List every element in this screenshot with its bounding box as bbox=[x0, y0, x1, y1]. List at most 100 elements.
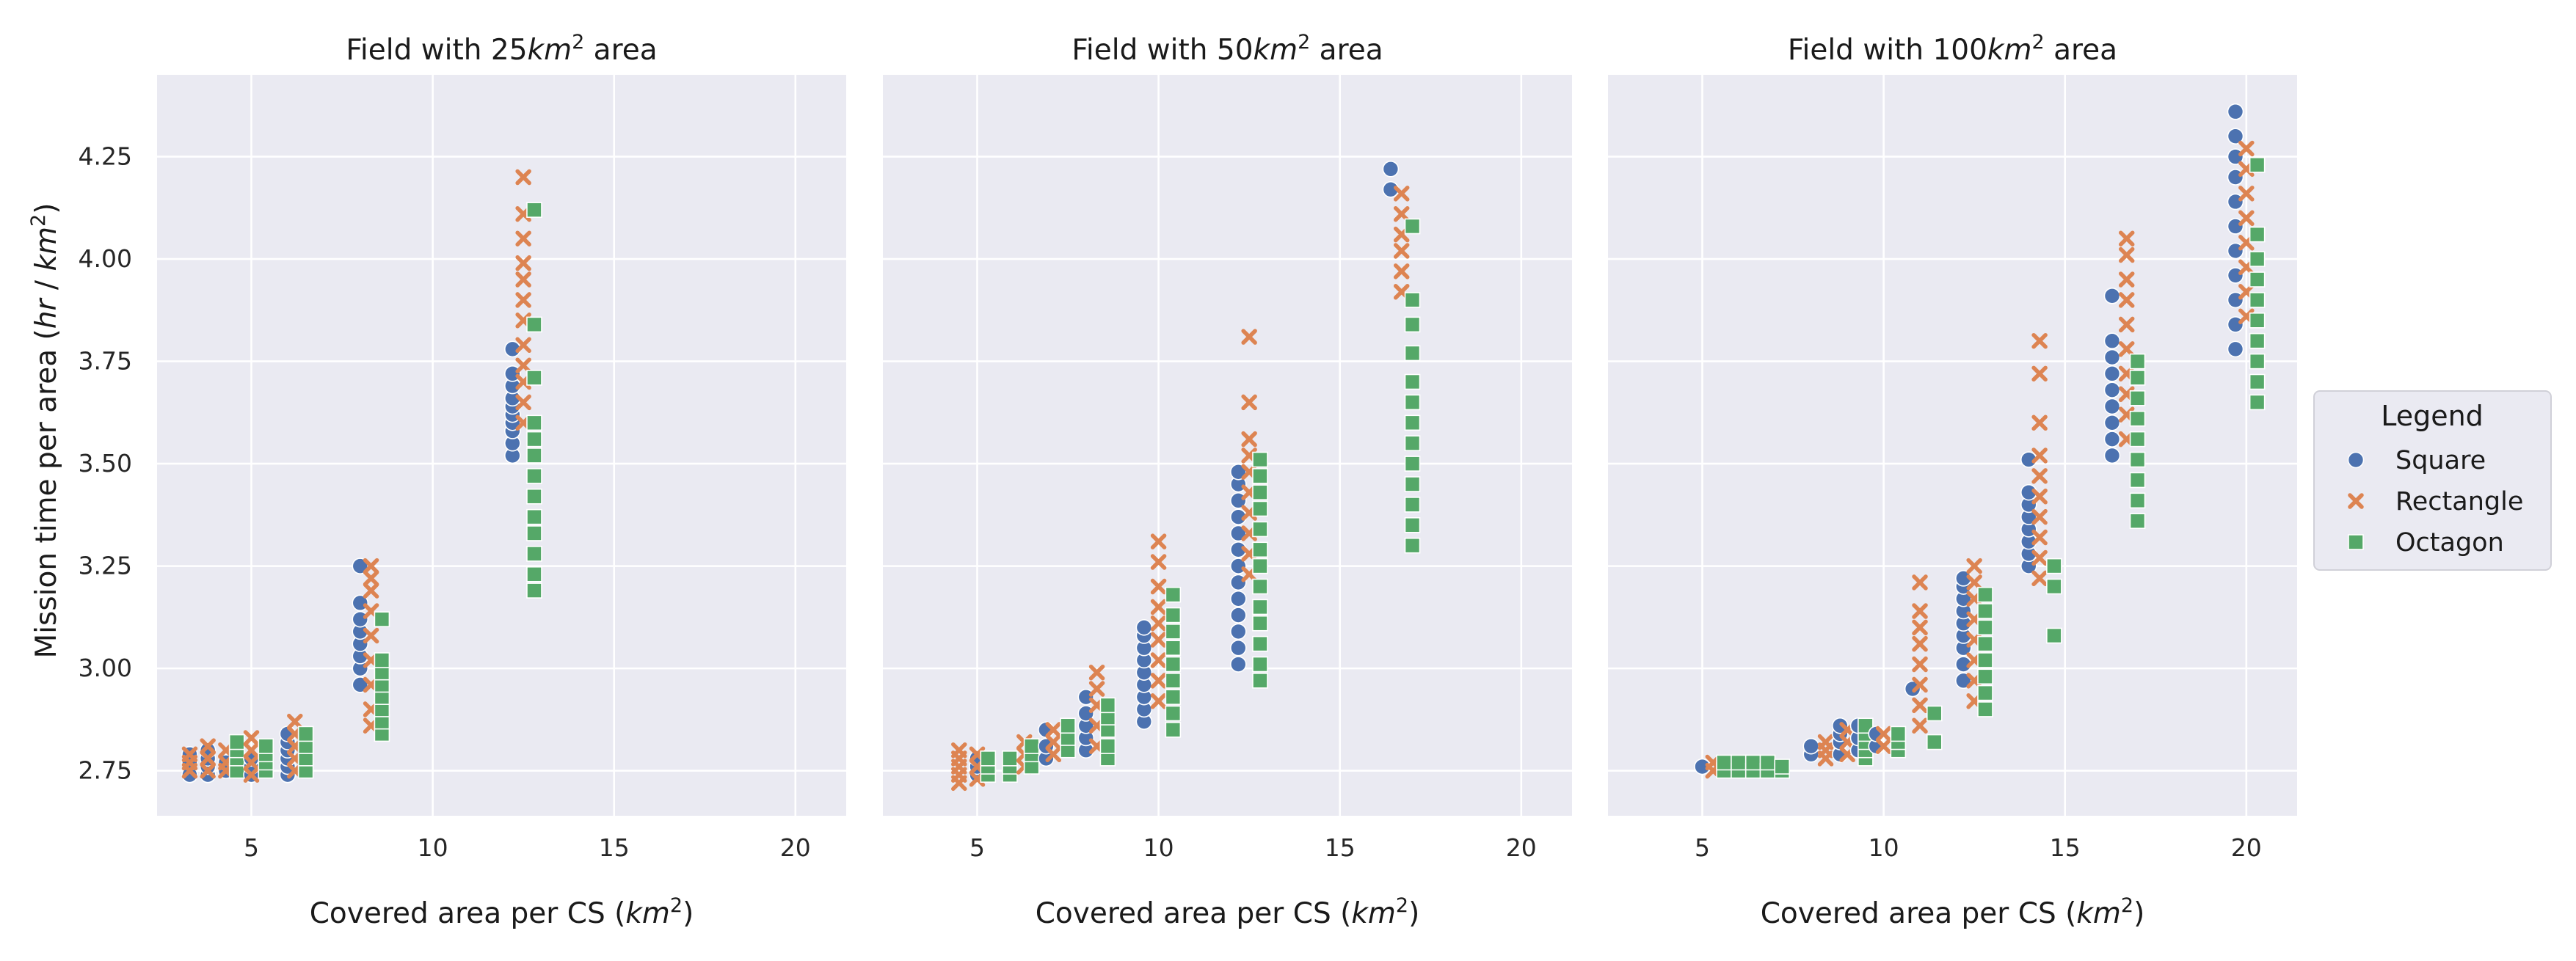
data-point-octagon bbox=[1759, 754, 1776, 771]
data-point-rectangle bbox=[1912, 635, 1928, 652]
data-point-rectangle bbox=[1150, 693, 1167, 709]
legend-box bbox=[2313, 390, 2552, 571]
data-point-square bbox=[2227, 340, 2244, 358]
data-point-rectangle bbox=[243, 742, 260, 759]
data-point-rectangle bbox=[1912, 656, 1928, 673]
data-point-rectangle bbox=[2118, 230, 2135, 246]
data-point-square bbox=[1230, 639, 1247, 657]
data-point-rectangle bbox=[1912, 697, 1928, 714]
data-point-octagon bbox=[1404, 537, 1421, 554]
data-point-rectangle bbox=[2031, 414, 2048, 431]
data-point-octagon bbox=[1099, 697, 1116, 714]
title-unit: km bbox=[528, 34, 572, 67]
data-point-octagon bbox=[526, 316, 542, 333]
data-point-octagon bbox=[2046, 627, 2062, 644]
data-point-octagon bbox=[1977, 684, 1993, 701]
x-axis-label: Covered area per CS (km2) bbox=[1036, 894, 1420, 931]
data-point-octagon bbox=[2249, 353, 2266, 370]
data-point-octagon bbox=[1252, 500, 1268, 517]
data-point-rectangle bbox=[287, 713, 303, 730]
data-point-octagon bbox=[1744, 754, 1761, 771]
data-point-square bbox=[2103, 365, 2121, 382]
data-point-rectangle bbox=[243, 767, 260, 783]
data-point-octagon bbox=[2046, 578, 2062, 595]
data-point-octagon bbox=[1165, 624, 1182, 640]
data-point-square bbox=[2103, 332, 2121, 350]
data-point-octagon bbox=[1404, 345, 1421, 362]
data-point-square bbox=[2103, 348, 2121, 366]
data-point-rectangle bbox=[515, 337, 531, 354]
data-point-rectangle bbox=[2031, 365, 2048, 382]
data-point-rectangle bbox=[181, 746, 198, 763]
data-point-square bbox=[2103, 398, 2121, 415]
x-axis-label: Covered area per CS (km2) bbox=[310, 894, 694, 931]
data-point-rectangle bbox=[2118, 292, 2135, 308]
data-point-octagon bbox=[1731, 754, 1747, 771]
data-point-octagon bbox=[2129, 410, 2146, 427]
data-point-octagon bbox=[1252, 599, 1268, 615]
data-point-rectangle bbox=[2118, 341, 2135, 357]
data-point-octagon bbox=[1023, 738, 1040, 754]
data-point-octagon bbox=[2129, 431, 2146, 447]
data-point-rectangle bbox=[2118, 316, 2135, 333]
data-point-square bbox=[1135, 619, 1153, 636]
data-point-octagon bbox=[1404, 316, 1421, 333]
data-points bbox=[181, 169, 542, 783]
data-point-octagon bbox=[2249, 394, 2266, 411]
data-point-rectangle bbox=[1912, 717, 1928, 734]
data-point-octagon bbox=[1404, 373, 1421, 390]
data-point-octagon bbox=[2249, 156, 2266, 173]
data-point-square bbox=[1955, 672, 1972, 690]
data-point-rectangle bbox=[951, 742, 967, 759]
data-point-rectangle bbox=[2031, 549, 2048, 566]
data-point-rectangle bbox=[2031, 508, 2048, 525]
title-part: area bbox=[2045, 34, 2117, 67]
data-points bbox=[1694, 103, 2266, 779]
data-point-octagon bbox=[374, 611, 390, 627]
data-point-octagon bbox=[1858, 717, 1874, 734]
title-part: area bbox=[1310, 34, 1383, 67]
y-axis-label: Mission time per area (hr / km2) bbox=[27, 203, 64, 659]
x-axis-label: Covered area per CS (km2) bbox=[1761, 894, 2145, 931]
y-tick-label: 3.25 bbox=[79, 552, 132, 580]
y-tick-label: 2.75 bbox=[79, 756, 132, 785]
data-point-rectangle bbox=[363, 570, 379, 587]
data-point-octagon bbox=[2129, 513, 2146, 530]
data-point-octagon bbox=[1165, 586, 1182, 603]
data-point-octagon bbox=[1977, 635, 1993, 652]
data-point-rectangle bbox=[515, 292, 531, 308]
data-point-octagon bbox=[1252, 615, 1268, 632]
data-point-octagon bbox=[526, 431, 542, 447]
x-tick-label: 10 bbox=[1869, 833, 1899, 862]
data-point-rectangle bbox=[1817, 734, 1834, 750]
data-point-square bbox=[1230, 590, 1247, 607]
x-tick-label: 20 bbox=[780, 833, 811, 862]
data-point-octagon bbox=[2249, 271, 2266, 288]
data-point-rectangle bbox=[2238, 210, 2255, 227]
x-tick-label: 5 bbox=[969, 833, 985, 862]
data-point-rectangle bbox=[1045, 734, 1062, 750]
data-point-octagon bbox=[526, 566, 542, 582]
legend-marker-square bbox=[2347, 451, 2365, 469]
plot-background bbox=[1608, 75, 2297, 816]
data-point-octagon bbox=[2129, 472, 2146, 489]
y-tick-label: 3.75 bbox=[79, 347, 132, 376]
data-point-rectangle bbox=[363, 627, 379, 644]
y-tick-label: 4.25 bbox=[79, 142, 132, 171]
y-tick-label: 3.00 bbox=[79, 654, 132, 682]
panel-title: Field with 100km2 area bbox=[1788, 31, 2117, 67]
data-point-octagon bbox=[2249, 251, 2266, 267]
title-part: area bbox=[584, 34, 657, 67]
data-point-rectangle bbox=[363, 582, 379, 599]
legend-marker-rectangle bbox=[2348, 493, 2364, 509]
data-point-rectangle bbox=[363, 558, 379, 574]
data-point-octagon bbox=[1165, 640, 1182, 657]
data-point-rectangle bbox=[1393, 243, 1410, 259]
data-point-rectangle bbox=[1966, 574, 1982, 591]
data-point-octagon bbox=[1977, 619, 1993, 636]
data-point-octagon bbox=[526, 202, 542, 218]
data-point-octagon bbox=[1404, 218, 1421, 235]
data-point-rectangle bbox=[243, 754, 260, 771]
data-point-octagon bbox=[1252, 521, 1268, 538]
